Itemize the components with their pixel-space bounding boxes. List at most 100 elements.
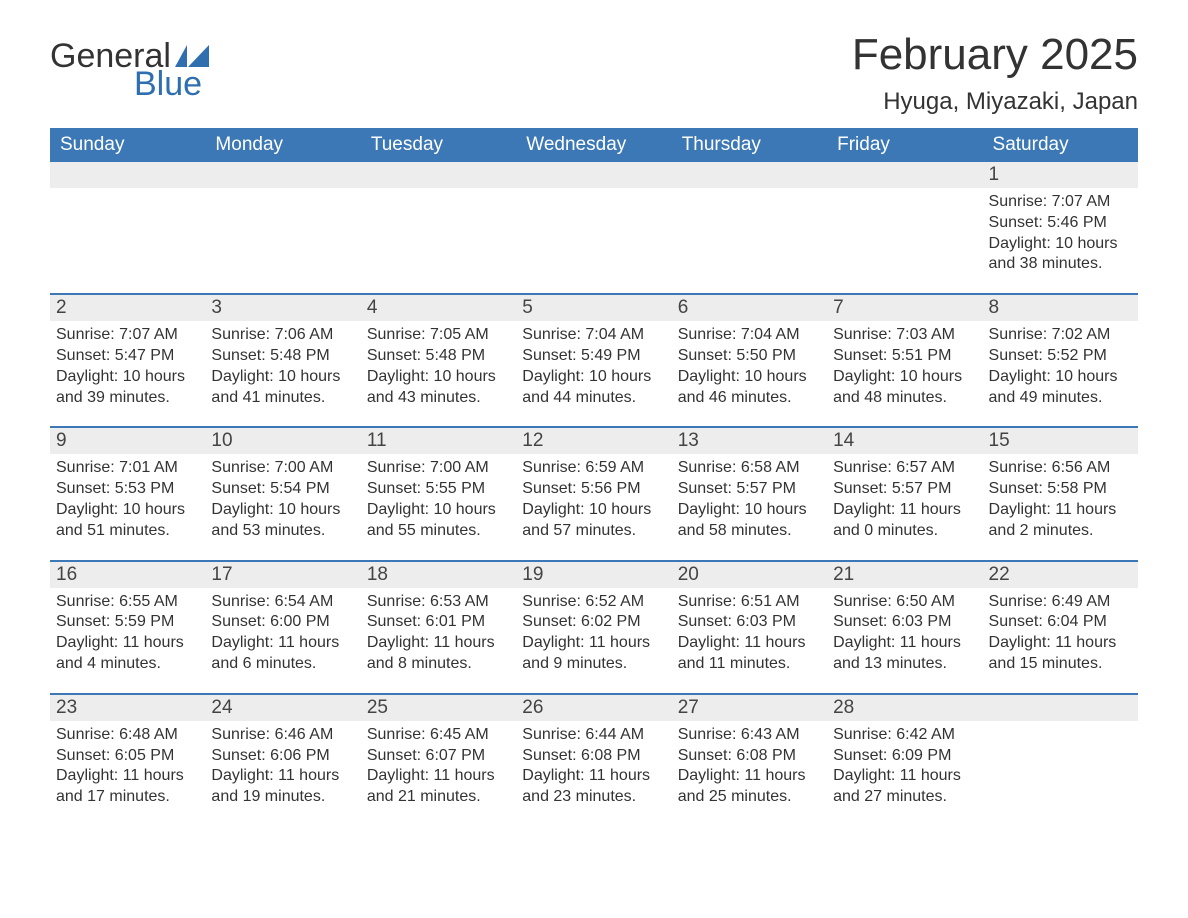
sunrise-line: Sunrise: 7:03 AM: [833, 325, 976, 346]
daylight-line: Daylight: 11 hours and 11 minutes.: [678, 633, 821, 675]
day-number-bar: 2: [50, 295, 205, 321]
sunrise-line: Sunrise: 7:04 AM: [522, 325, 665, 346]
calendar-day-cell: [516, 162, 671, 293]
calendar-day-cell: 2Sunrise: 7:07 AMSunset: 5:47 PMDaylight…: [50, 295, 205, 426]
daylight-line: Daylight: 11 hours and 13 minutes.: [833, 633, 976, 675]
daylight-line: Daylight: 10 hours and 57 minutes.: [522, 500, 665, 542]
sunrise-line: Sunrise: 7:07 AM: [989, 192, 1132, 213]
sunset-line: Sunset: 6:04 PM: [989, 612, 1132, 633]
day-body: Sunrise: 6:50 AMSunset: 6:03 PMDaylight:…: [827, 588, 982, 675]
calendar-week-row: 23Sunrise: 6:48 AMSunset: 6:05 PMDayligh…: [50, 693, 1138, 826]
sunset-line: Sunset: 6:03 PM: [678, 612, 821, 633]
sunset-line: Sunset: 6:07 PM: [367, 746, 510, 767]
weekday-header: Saturday: [983, 128, 1138, 162]
daylight-line: Daylight: 10 hours and 49 minutes.: [989, 367, 1132, 409]
day-number-bar: [50, 162, 205, 188]
sunset-line: Sunset: 6:01 PM: [367, 612, 510, 633]
sunrise-line: Sunrise: 6:52 AM: [522, 592, 665, 613]
calendar-day-cell: 25Sunrise: 6:45 AMSunset: 6:07 PMDayligh…: [361, 695, 516, 826]
day-body: Sunrise: 6:53 AMSunset: 6:01 PMDaylight:…: [361, 588, 516, 675]
day-body: Sunrise: 6:49 AMSunset: 6:04 PMDaylight:…: [983, 588, 1138, 675]
calendar-day-cell: [983, 695, 1138, 826]
day-body: Sunrise: 6:45 AMSunset: 6:07 PMDaylight:…: [361, 721, 516, 808]
day-body: [361, 188, 516, 192]
daylight-line: Daylight: 11 hours and 9 minutes.: [522, 633, 665, 675]
daylight-line: Daylight: 10 hours and 58 minutes.: [678, 500, 821, 542]
calendar-day-cell: 21Sunrise: 6:50 AMSunset: 6:03 PMDayligh…: [827, 562, 982, 693]
calendar-week-row: 16Sunrise: 6:55 AMSunset: 5:59 PMDayligh…: [50, 560, 1138, 693]
calendar-day-cell: 12Sunrise: 6:59 AMSunset: 5:56 PMDayligh…: [516, 428, 671, 559]
sunrise-line: Sunrise: 7:05 AM: [367, 325, 510, 346]
sunrise-line: Sunrise: 7:01 AM: [56, 458, 199, 479]
sunrise-line: Sunrise: 7:04 AM: [678, 325, 821, 346]
day-body: Sunrise: 7:00 AMSunset: 5:54 PMDaylight:…: [205, 454, 360, 541]
sunset-line: Sunset: 5:48 PM: [367, 346, 510, 367]
day-number-bar: 3: [205, 295, 360, 321]
calendar-page: General Blue February 2025 Hyuga, Miyaza…: [0, 0, 1188, 866]
day-number-bar: 8: [983, 295, 1138, 321]
day-number-bar: 21: [827, 562, 982, 588]
day-number-bar: 14: [827, 428, 982, 454]
daylight-line: Daylight: 10 hours and 48 minutes.: [833, 367, 976, 409]
day-number-bar: [672, 162, 827, 188]
day-number-bar: 9: [50, 428, 205, 454]
calendar: SundayMondayTuesdayWednesdayThursdayFrid…: [50, 128, 1138, 826]
sunset-line: Sunset: 5:55 PM: [367, 479, 510, 500]
daylight-line: Daylight: 11 hours and 8 minutes.: [367, 633, 510, 675]
day-number-bar: [361, 162, 516, 188]
daylight-line: Daylight: 10 hours and 46 minutes.: [678, 367, 821, 409]
day-body: Sunrise: 7:01 AMSunset: 5:53 PMDaylight:…: [50, 454, 205, 541]
calendar-day-cell: 13Sunrise: 6:58 AMSunset: 5:57 PMDayligh…: [672, 428, 827, 559]
sunrise-line: Sunrise: 7:06 AM: [211, 325, 354, 346]
sunset-line: Sunset: 6:02 PM: [522, 612, 665, 633]
daylight-line: Daylight: 10 hours and 43 minutes.: [367, 367, 510, 409]
day-number-bar: 24: [205, 695, 360, 721]
day-body: [50, 188, 205, 192]
day-body: Sunrise: 6:59 AMSunset: 5:56 PMDaylight:…: [516, 454, 671, 541]
daylight-line: Daylight: 11 hours and 4 minutes.: [56, 633, 199, 675]
sunset-line: Sunset: 6:06 PM: [211, 746, 354, 767]
sunrise-line: Sunrise: 6:55 AM: [56, 592, 199, 613]
logo-text-blue: Blue: [134, 68, 209, 100]
day-number-bar: [983, 695, 1138, 721]
day-number-bar: 10: [205, 428, 360, 454]
calendar-day-cell: 11Sunrise: 7:00 AMSunset: 5:55 PMDayligh…: [361, 428, 516, 559]
sunset-line: Sunset: 6:03 PM: [833, 612, 976, 633]
calendar-day-cell: 15Sunrise: 6:56 AMSunset: 5:58 PMDayligh…: [983, 428, 1138, 559]
month-title: February 2025: [852, 30, 1138, 80]
daylight-line: Daylight: 11 hours and 17 minutes.: [56, 766, 199, 808]
weekday-header: Monday: [205, 128, 360, 162]
day-body: Sunrise: 7:00 AMSunset: 5:55 PMDaylight:…: [361, 454, 516, 541]
day-number-bar: 6: [672, 295, 827, 321]
daylight-line: Daylight: 11 hours and 21 minutes.: [367, 766, 510, 808]
day-number-bar: 13: [672, 428, 827, 454]
calendar-day-cell: 27Sunrise: 6:43 AMSunset: 6:08 PMDayligh…: [672, 695, 827, 826]
calendar-day-cell: 16Sunrise: 6:55 AMSunset: 5:59 PMDayligh…: [50, 562, 205, 693]
sunset-line: Sunset: 5:53 PM: [56, 479, 199, 500]
location-text: Hyuga, Miyazaki, Japan: [852, 88, 1138, 116]
sunset-line: Sunset: 5:56 PM: [522, 479, 665, 500]
day-number-bar: 19: [516, 562, 671, 588]
sunset-line: Sunset: 6:05 PM: [56, 746, 199, 767]
calendar-week-row: 1Sunrise: 7:07 AMSunset: 5:46 PMDaylight…: [50, 162, 1138, 293]
calendar-day-cell: 17Sunrise: 6:54 AMSunset: 6:00 PMDayligh…: [205, 562, 360, 693]
sunset-line: Sunset: 5:52 PM: [989, 346, 1132, 367]
sunset-line: Sunset: 6:08 PM: [678, 746, 821, 767]
sunrise-line: Sunrise: 6:46 AM: [211, 725, 354, 746]
calendar-day-cell: 23Sunrise: 6:48 AMSunset: 6:05 PMDayligh…: [50, 695, 205, 826]
day-body: Sunrise: 6:55 AMSunset: 5:59 PMDaylight:…: [50, 588, 205, 675]
calendar-day-cell: 28Sunrise: 6:42 AMSunset: 6:09 PMDayligh…: [827, 695, 982, 826]
calendar-grid: 1Sunrise: 7:07 AMSunset: 5:46 PMDaylight…: [50, 162, 1138, 826]
day-number-bar: [516, 162, 671, 188]
daylight-line: Daylight: 10 hours and 55 minutes.: [367, 500, 510, 542]
sunrise-line: Sunrise: 6:44 AM: [522, 725, 665, 746]
day-body: [205, 188, 360, 192]
day-body: Sunrise: 6:52 AMSunset: 6:02 PMDaylight:…: [516, 588, 671, 675]
weekday-header: Friday: [827, 128, 982, 162]
day-body: Sunrise: 6:46 AMSunset: 6:06 PMDaylight:…: [205, 721, 360, 808]
sunset-line: Sunset: 5:58 PM: [989, 479, 1132, 500]
sunset-line: Sunset: 5:48 PM: [211, 346, 354, 367]
day-number-bar: 26: [516, 695, 671, 721]
calendar-week-row: 9Sunrise: 7:01 AMSunset: 5:53 PMDaylight…: [50, 426, 1138, 559]
sunset-line: Sunset: 5:50 PM: [678, 346, 821, 367]
